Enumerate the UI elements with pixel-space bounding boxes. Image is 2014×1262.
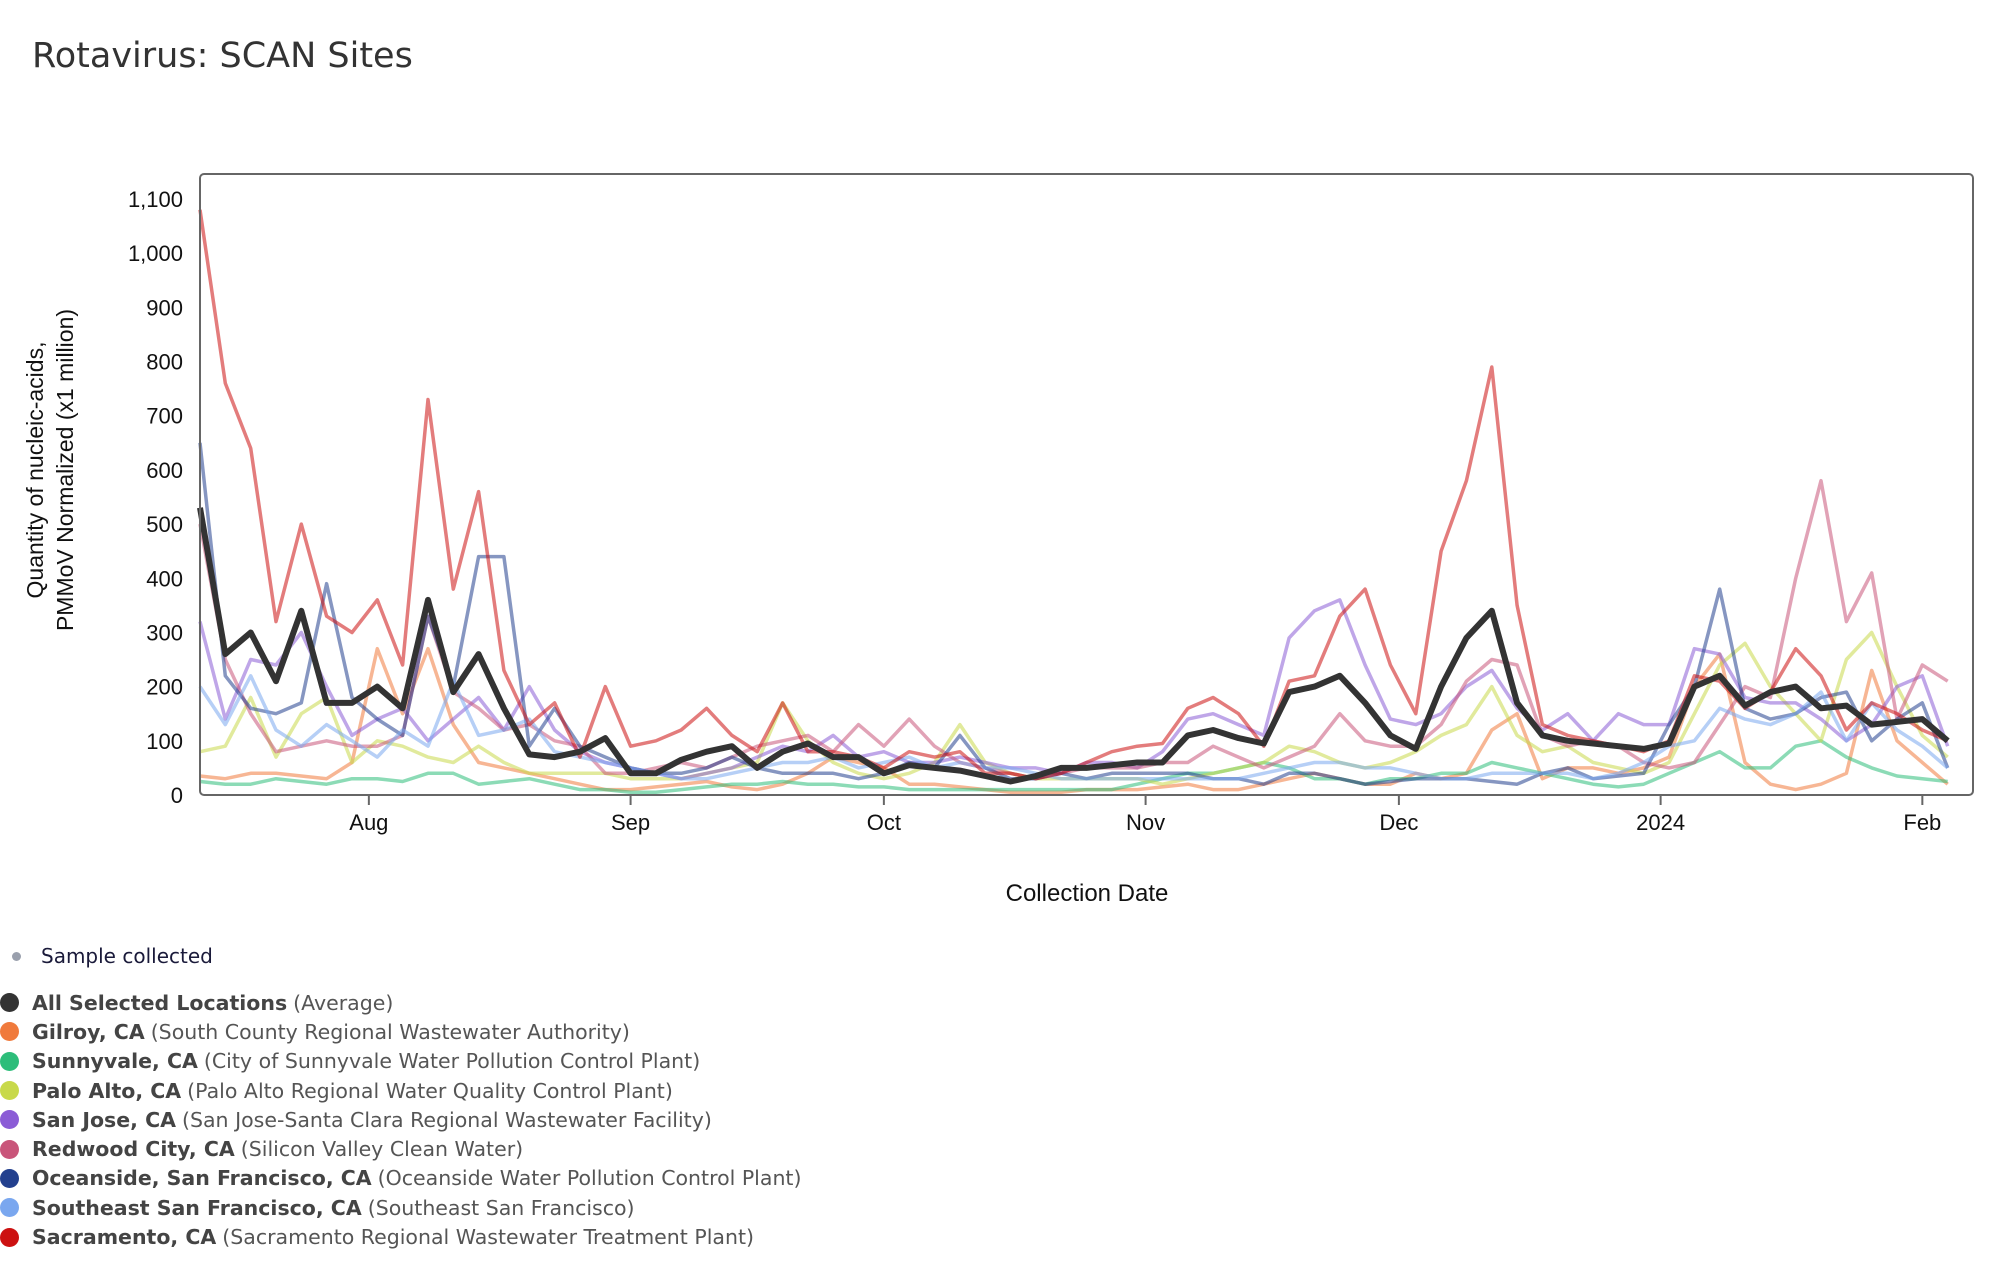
legend-site-name: (Sacramento Regional Wastewater Treatmen…: [222, 1225, 754, 1250]
legend-site-name: (Palo Alto Regional Water Quality Contro…: [187, 1078, 673, 1103]
legend-site-name: (South County Regional Wastewater Author…: [150, 1019, 630, 1044]
legend-location-name: San Jose, CA: [32, 1107, 176, 1132]
legend-item[interactable]: Sacramento, CA (Sacramento Regional Waste…: [0, 1222, 801, 1251]
legend-location-name: Southeast San Francisco, CA: [32, 1195, 362, 1220]
series-line-all-selected-locations: [197, 507, 1950, 785]
y-tick-label: 1,100: [128, 187, 183, 212]
legend-swatch-icon: [0, 1198, 19, 1218]
legend-item[interactable]: Southeast San Francisco, CA (Southeast Sa…: [0, 1193, 801, 1222]
y-tick-label: 1,000: [128, 241, 183, 266]
y-axis-title-line-2: PMMoV Normalized (x1 million): [52, 308, 78, 632]
legend-site-name: (Oceanside Water Pollution Control Plant…: [377, 1166, 802, 1191]
legend-site-name: (Southeast San Francisco): [367, 1195, 635, 1220]
y-tick-label: 500: [146, 512, 183, 537]
legend-item[interactable]: San Jose, CA (San Jose-Santa Clara Region…: [0, 1105, 801, 1134]
sample-dot-icon: [12, 951, 21, 961]
axis-layer: 0 100 200 300 400 500 600 700 800 900 1,000 1,100 Au…: [128, 187, 1941, 835]
legend-location-name: Palo Alto, CA: [32, 1078, 182, 1103]
series-line-sunnyvale-ca: [199, 739, 1948, 795]
legend-swatch-icon: [0, 1022, 19, 1042]
y-axis-title: Quantity of nucleic-acids, PMMoV Normali…: [20, 225, 80, 715]
legend-location-name: Oceanside, San Francisco, CA: [32, 1166, 372, 1191]
legend-swatch-icon: [0, 1227, 19, 1247]
x-tick-label: Feb: [1903, 810, 1941, 835]
x-axis-title: Collection Date: [1005, 880, 1169, 907]
series-line-southeast-san-francisco-ca: [198, 674, 1949, 781]
legend-swatch-icon: [0, 1051, 19, 1071]
sample-collected-label: Sample collected: [41, 944, 213, 968]
legend-swatch-icon: [0, 993, 19, 1013]
legend-item[interactable]: Redwood City, CA (Silicon Valley Clean Wa…: [0, 1134, 801, 1163]
legend-location-name: Sacramento, CA: [32, 1225, 217, 1250]
legend-item[interactable]: Gilroy, CA (South County Regional Wastewa…: [0, 1017, 801, 1046]
legend-swatch-icon: [0, 1110, 19, 1130]
y-tick-label: 600: [146, 458, 183, 483]
legend-swatch-icon: [0, 1139, 19, 1159]
legend-site-name: (Average): [293, 990, 394, 1015]
x-tick-label: Sep: [611, 810, 650, 835]
x-tick-label: Nov: [1126, 810, 1165, 835]
y-tick-label: 0: [171, 783, 183, 808]
series-layer: [197, 209, 1950, 795]
legend-item[interactable]: Palo Alto, CA (Palo Alto Regional Water Q…: [0, 1076, 801, 1105]
legend-site-name: (Silicon Valley Clean Water): [240, 1137, 524, 1162]
legend-site-name: (City of Sunnyvale Water Pollution Contr…: [203, 1049, 701, 1074]
series-line-san-jose-ca: [198, 598, 1950, 781]
legend-item[interactable]: Sunnyvale, CA (City of Sunnyvale Water Po…: [0, 1047, 801, 1076]
x-tick-label: Aug: [349, 810, 388, 835]
sample-collected-legend: Sample collected: [12, 944, 213, 968]
legend: All Selected Locations (Average) Gilroy, C…: [0, 988, 801, 1252]
y-tick-label: 700: [146, 404, 183, 429]
legend-site-name: (San Jose-Santa Clara Regional Wastewate…: [181, 1107, 712, 1132]
legend-location-name: Redwood City, CA: [32, 1137, 235, 1162]
x-tick-label: Oct: [867, 810, 901, 835]
legend-item[interactable]: All Selected Locations (Average): [0, 988, 801, 1017]
y-tick-label: 100: [146, 729, 183, 754]
y-tick-label: 200: [146, 675, 183, 700]
y-axis-title-line-1: Quantity of nucleic-acids,: [22, 341, 48, 599]
x-tick-label: 2024: [1636, 810, 1685, 835]
legend-swatch-icon: [0, 1081, 19, 1101]
legend-location-name: All Selected Locations: [32, 990, 288, 1015]
y-tick-label: 800: [146, 350, 183, 375]
plot-frame: [199, 173, 1974, 796]
x-tick-label: Dec: [1379, 810, 1418, 835]
legend-location-name: Sunnyvale, CA: [32, 1049, 198, 1074]
chart-title: Rotavirus: SCAN Sites: [32, 36, 413, 76]
series-line-sacramento-ca: [198, 209, 1949, 781]
y-tick-label: 300: [146, 620, 183, 645]
legend-item[interactable]: Oceanside, San Francisco, CA (Oceanside W…: [0, 1164, 801, 1193]
y-tick-label: 400: [146, 566, 183, 591]
legend-location-name: Gilroy, CA: [32, 1019, 145, 1044]
y-tick-label: 900: [146, 295, 183, 320]
legend-swatch-icon: [0, 1168, 19, 1188]
